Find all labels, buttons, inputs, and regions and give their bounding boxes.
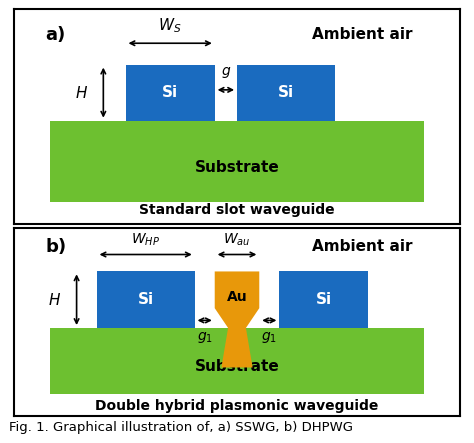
Bar [279, 272, 368, 328]
Text: $H$: $H$ [74, 85, 88, 101]
Text: $g_1$: $g_1$ [261, 330, 277, 345]
Text: $W_{au}$: $W_{au}$ [223, 231, 251, 248]
Bar [50, 120, 424, 202]
Text: Si: Si [278, 85, 294, 100]
Text: $W_{HP}$: $W_{HP}$ [131, 231, 160, 248]
Text: Si: Si [137, 292, 154, 307]
Bar [50, 328, 424, 394]
Text: Standard slot waveguide: Standard slot waveguide [139, 203, 335, 217]
Text: Si: Si [162, 85, 178, 100]
Text: $g_1$: $g_1$ [197, 330, 213, 345]
Text: Au: Au [227, 290, 247, 304]
Text: Double hybrid plasmonic waveguide: Double hybrid plasmonic waveguide [95, 399, 379, 413]
Text: Substrate: Substrate [195, 160, 279, 175]
Text: b): b) [46, 238, 66, 256]
Text: a): a) [46, 26, 66, 44]
Text: Substrate: Substrate [195, 359, 279, 373]
Text: $H$: $H$ [48, 291, 61, 308]
Text: $g$: $g$ [221, 65, 231, 80]
Text: Si: Si [316, 292, 332, 307]
Bar [97, 272, 195, 328]
Text: Fig. 1. Graphical illustration of, a) SSWG, b) DHPWG: Fig. 1. Graphical illustration of, a) SS… [9, 420, 354, 434]
Text: $W_S$: $W_S$ [158, 17, 182, 35]
Text: Ambient air: Ambient air [311, 240, 412, 254]
Bar [237, 65, 335, 120]
Polygon shape [215, 272, 259, 368]
Bar [126, 65, 215, 120]
Text: Ambient air: Ambient air [311, 27, 412, 42]
